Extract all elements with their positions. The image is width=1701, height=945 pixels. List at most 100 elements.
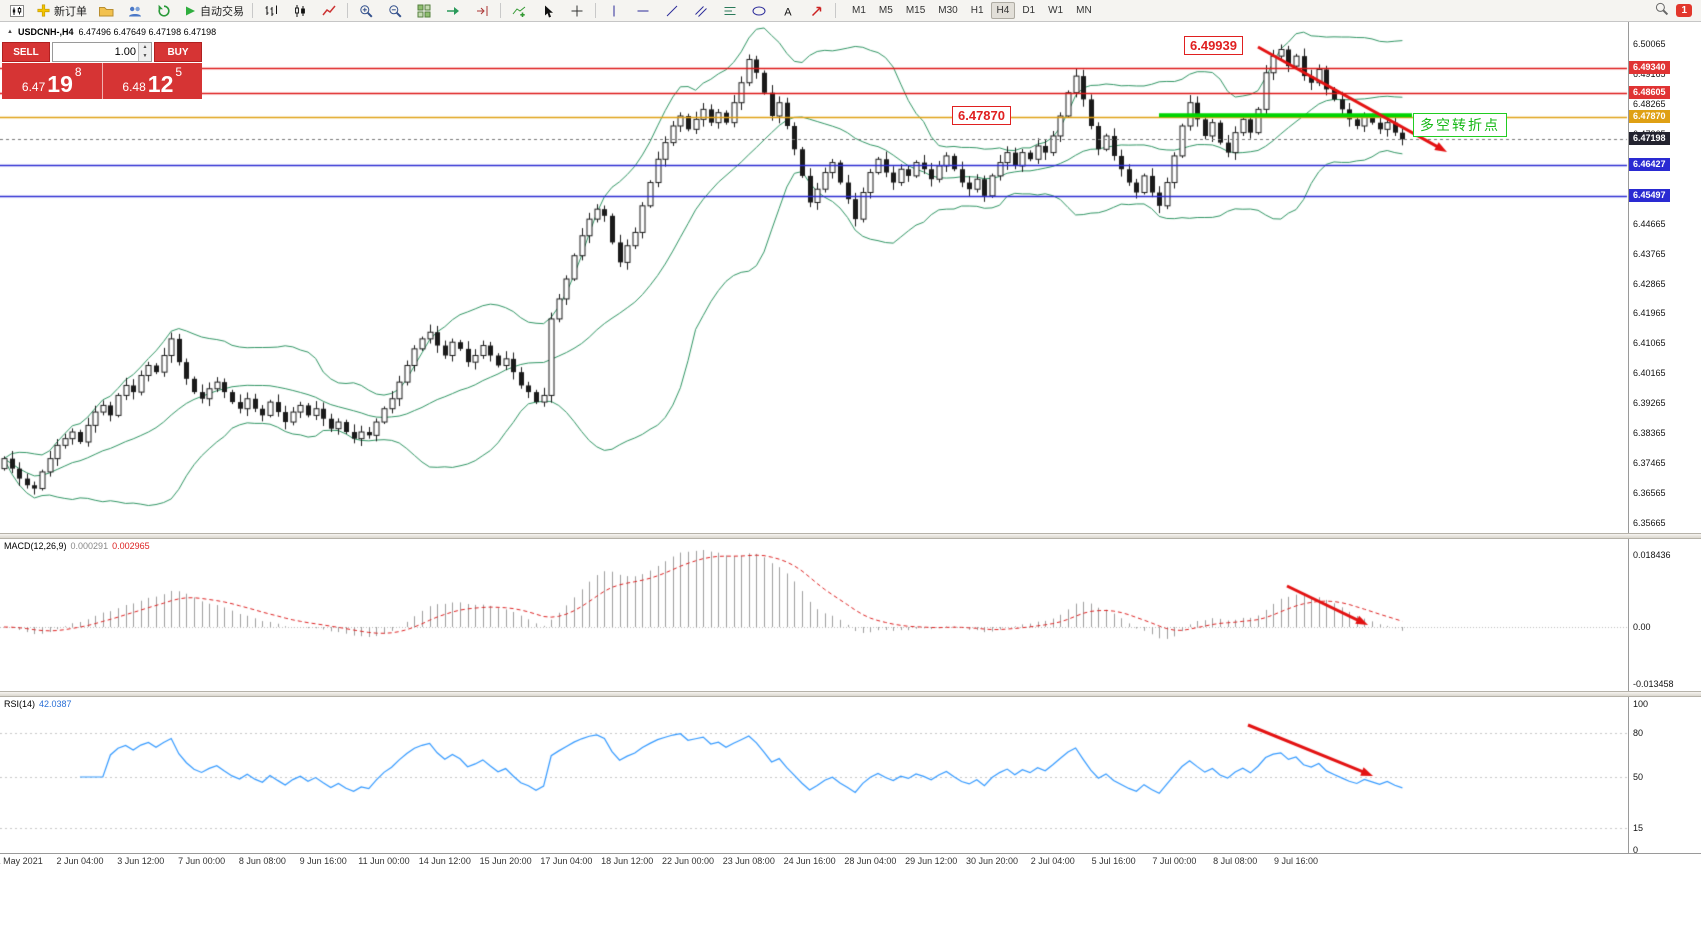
price-scale-label: 6.35665 — [1633, 518, 1666, 528]
price-badge: 6.48605 — [1629, 85, 1670, 99]
price-scale-label: 6.40165 — [1633, 368, 1666, 379]
timeframe-m5[interactable]: M5 — [878, 5, 893, 16]
buy-price[interactable]: 6.48 12 5 — [102, 63, 202, 99]
profiles-button[interactable] — [92, 1, 120, 21]
time-axis-label: 8 Jul 08:00 — [1213, 856, 1258, 866]
time-axis-label: 30 Jun 20:00 — [965, 856, 1019, 866]
vertical-line-button[interactable] — [600, 1, 628, 21]
price-scale-label: 6.41065 — [1633, 338, 1666, 349]
crosshair-button[interactable] — [563, 1, 591, 21]
time-axis-label: 3 Jun 12:00 — [117, 856, 165, 866]
macd-scale-label: 0.018436 — [1633, 550, 1671, 560]
timeframe-m30[interactable]: M30 — [938, 5, 958, 16]
auto-scroll-button[interactable] — [439, 1, 467, 21]
market-watch-button[interactable] — [121, 1, 149, 21]
search-icon[interactable] — [1654, 1, 1669, 21]
refresh-button[interactable] — [150, 1, 178, 21]
chart-symbol-header: ▲ USDCNH-,H4 6.47496 6.47649 6.47198 6.4… — [7, 27, 216, 37]
price-badge: 6.49340 — [1629, 61, 1670, 75]
price-badge: 6.45497 — [1629, 188, 1670, 202]
toolbar-separator — [500, 3, 501, 18]
symbol-title: USDCNH-,H4 — [17, 27, 74, 37]
equidistant-channel-button[interactable] — [687, 1, 715, 21]
price-scale-label: 6.38365 — [1633, 428, 1666, 439]
macd-indicator-label: MACD(12,26,9) 0.000291 0.002965 — [4, 541, 150, 551]
tile-windows-button[interactable] — [410, 1, 438, 21]
time-axis-label: 5 Jul 16:00 — [1091, 856, 1136, 866]
time-axis-line — [0, 853, 1701, 854]
time-axis-label: 7 Jul 00:00 — [1152, 856, 1197, 866]
price-scale-label: 6.48265 — [1633, 98, 1666, 109]
rsi-scale-label: 15 — [1633, 823, 1644, 834]
timeframe-mn[interactable]: MN — [1076, 5, 1092, 16]
toolbar-separator — [595, 3, 596, 18]
turning-point-label: 多空转折点 — [1413, 113, 1507, 137]
trendline-button[interactable] — [658, 1, 686, 21]
macd-scale-label: -0.013458 — [1633, 679, 1674, 689]
notifications-badge[interactable]: 1 — [1676, 4, 1692, 17]
price-scale-label: 6.41965 — [1633, 308, 1666, 319]
lot-spinner: ▲ ▼ — [138, 43, 151, 61]
timeframe-w1[interactable]: W1 — [1048, 5, 1064, 16]
candle-chart-button[interactable] — [286, 1, 314, 21]
lot-increase-button[interactable]: ▲ — [139, 43, 151, 52]
price-badge: 6.47870 — [1629, 110, 1670, 123]
zoom-in-button[interactable] — [352, 1, 380, 21]
time-axis-label: 24 Jun 16:00 — [783, 856, 836, 866]
price-scale-label: 6.50065 — [1633, 39, 1666, 49]
time-axis-label: 9 Jul 16:00 — [1273, 856, 1319, 866]
lot-decrease-button[interactable]: ▼ — [139, 52, 151, 61]
timeframe-h1[interactable]: H1 — [970, 5, 984, 16]
fibonacci-button[interactable] — [716, 1, 744, 21]
timeframe-h4[interactable]: H4 — [990, 2, 1016, 19]
autotrading-button[interactable]: 自动交易 — [179, 1, 248, 21]
price-scale-label: 6.39265 — [1633, 398, 1666, 409]
pane-separator[interactable] — [0, 691, 1701, 697]
cursor-button[interactable] — [534, 1, 562, 21]
timeframe-m1[interactable]: M1 — [852, 5, 866, 16]
time-axis-label: 7 Jun 00:00 — [178, 856, 226, 866]
ohlc-readout: 6.47496 6.47649 6.47198 6.47198 — [78, 27, 217, 37]
arrow-tool-button[interactable] — [803, 1, 831, 21]
rsi-scale-label: 0 — [1633, 845, 1639, 855]
zoom-out-button[interactable] — [381, 1, 409, 21]
time-axis-label: 29 Jun 12:00 — [905, 856, 958, 866]
price-scale-label: 6.36565 — [1633, 488, 1666, 499]
price-axis-line — [1628, 22, 1629, 853]
sell-price[interactable]: 6.47 19 8 — [2, 63, 103, 99]
timeframe-d1[interactable]: D1 — [1022, 5, 1036, 16]
time-axis-label: 15 Jun 20:00 — [479, 856, 532, 866]
horizontal-line-button[interactable] — [629, 1, 657, 21]
pane-separator[interactable] — [0, 533, 1701, 539]
bar-chart-button[interactable] — [257, 1, 285, 21]
timeframe-m15[interactable]: M15 — [905, 5, 926, 16]
price-scale-label: 6.44665 — [1633, 218, 1666, 229]
ellipse-button[interactable] — [745, 1, 773, 21]
buy-price-big: 12 — [147, 71, 174, 97]
rsi-scale-label: 50 — [1633, 772, 1644, 782]
new-chart-button[interactable] — [3, 1, 31, 21]
sell-button[interactable]: SELL — [2, 42, 50, 62]
toolbar-separator — [347, 3, 348, 18]
time-axis-label: 9 Jun 16:00 — [299, 856, 347, 866]
text-button[interactable]: A — [774, 1, 802, 21]
price-scale-label: 6.37465 — [1633, 458, 1666, 469]
buy-button[interactable]: BUY — [154, 42, 202, 62]
line-chart-button[interactable] — [315, 1, 343, 21]
lot-size-input[interactable] — [53, 43, 138, 61]
indicators-button[interactable] — [505, 1, 533, 21]
toolbar-separator — [252, 3, 253, 18]
price-badge: 6.46427 — [1629, 158, 1670, 171]
chart-shift-button[interactable] — [468, 1, 496, 21]
expander-icon[interactable]: ▲ — [7, 29, 13, 35]
price-scale-label: 6.43765 — [1633, 248, 1666, 259]
new-order-button[interactable]: 新订单 — [32, 1, 91, 21]
sell-price-prefix: 6.47 — [21, 80, 46, 94]
toolbar-separator — [835, 3, 836, 18]
time-axis-label: 23 Jun 08:00 — [722, 856, 775, 866]
toolbar-right-group: 1 — [1654, 1, 1698, 21]
price-scale-label: 6.42865 — [1633, 278, 1666, 289]
